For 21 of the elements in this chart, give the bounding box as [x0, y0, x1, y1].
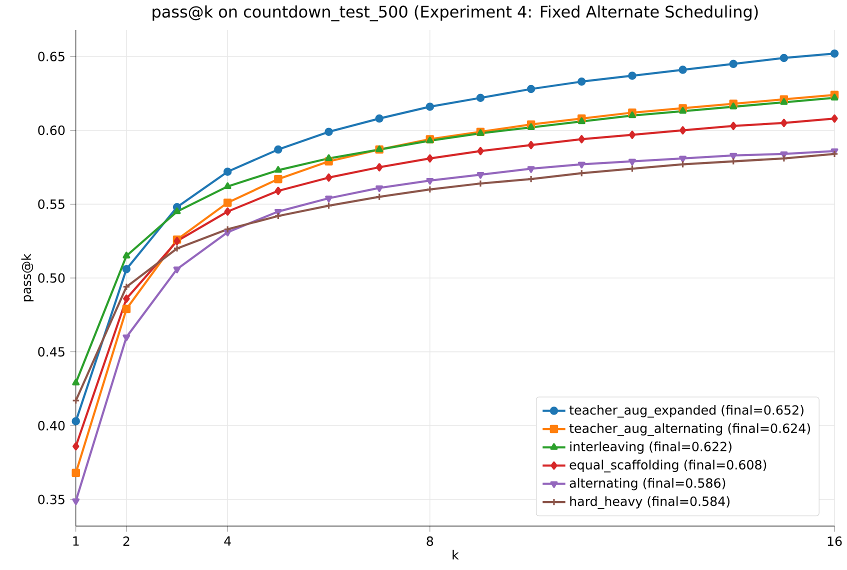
x-tick-label: 1 — [73, 536, 79, 546]
y-tick-label: 0.50 — [38, 273, 65, 283]
y-tick-label: 0.40 — [38, 420, 65, 430]
x-tick-label: 16 — [828, 536, 842, 546]
chart-title: pass@k on countdown_test_500 (Experiment 4: Fixed Alternate Scheduling) — [152, 5, 758, 22]
y-tick-label: 0.55 — [38, 199, 64, 209]
x-axis-title: k — [452, 550, 459, 560]
y-axis-title: pass@k — [21, 254, 34, 302]
x-tick-label: 4 — [224, 536, 231, 546]
legend-label: alternating (final=0.586) — [570, 478, 726, 490]
y-tick-label: 0.60 — [38, 126, 65, 136]
legend-label: equal_scaffolding (final=0.608) — [570, 460, 766, 472]
legend-label: teacher_aug_expanded (final=0.652) — [569, 405, 804, 418]
legend-label: teacher_aug_alternating (final=0.624) — [569, 423, 810, 436]
legend-label: interleaving (final=0.622) — [570, 442, 732, 454]
y-tick-label: 0.35 — [38, 494, 64, 504]
legend-label: hard_heavy (final=0.584) — [570, 496, 730, 509]
y-tick-label: 0.65 — [38, 52, 64, 62]
x-tick-label: 2 — [123, 536, 130, 546]
y-tick-label: 0.45 — [38, 347, 64, 357]
x-tick-label: 8 — [426, 536, 434, 546]
